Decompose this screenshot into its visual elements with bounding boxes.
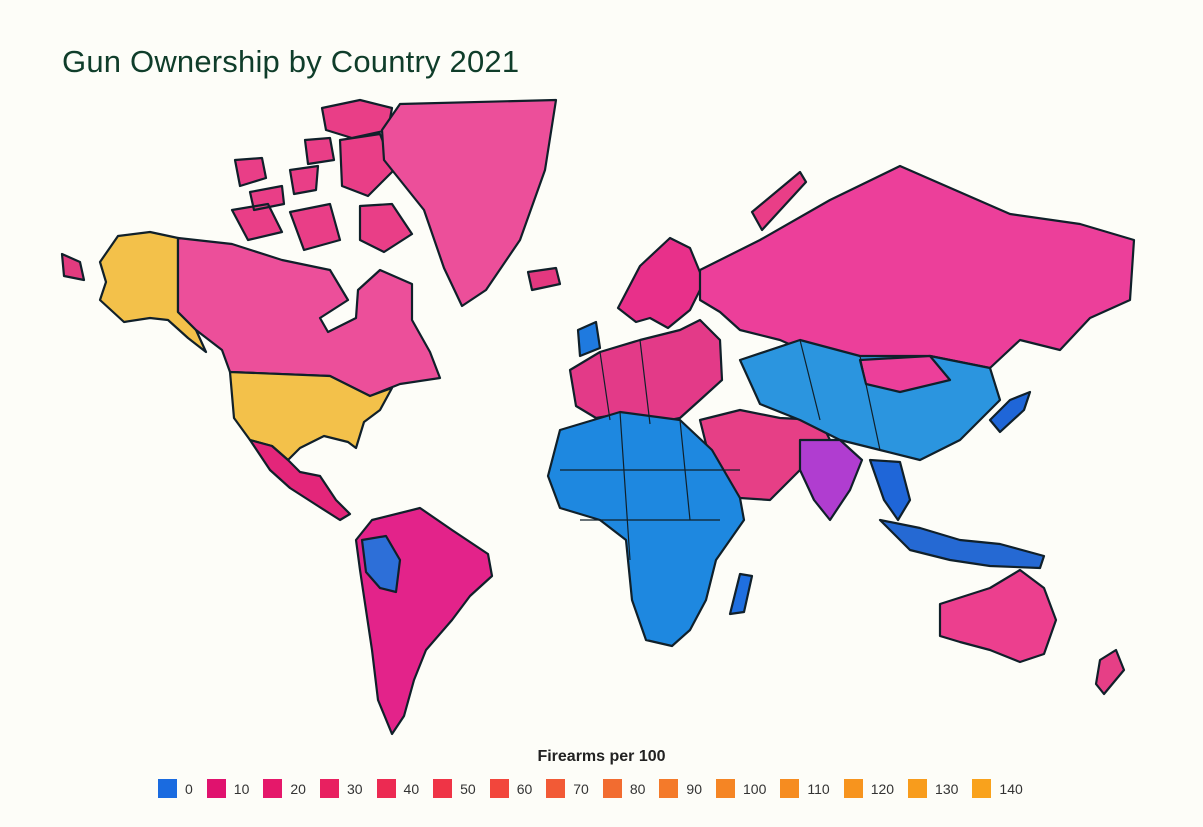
legend-item[interactable]: 140 xyxy=(972,779,1023,798)
legend-label: 60 xyxy=(516,780,533,797)
legend-swatch xyxy=(780,779,800,798)
arctic-islands[interactable] xyxy=(230,98,414,254)
region-new-zealand[interactable] xyxy=(1094,648,1126,696)
legend-swatch xyxy=(716,779,735,798)
legend-swatch xyxy=(489,779,509,798)
legend-item[interactable]: 70 xyxy=(546,779,589,798)
legend-swatch xyxy=(433,779,453,798)
legend-item[interactable]: 60 xyxy=(489,779,533,798)
region-india[interactable] xyxy=(798,438,864,522)
legend-label: 30 xyxy=(346,780,363,797)
region-russia[interactable] xyxy=(698,164,1136,372)
region-aleutians[interactable] xyxy=(60,252,86,282)
region-madagascar[interactable] xyxy=(728,572,754,616)
legend-title: Firearms per 100 xyxy=(537,748,666,765)
legend-swatch xyxy=(319,779,339,798)
region-mexico[interactable] xyxy=(248,438,352,522)
legend-item[interactable]: 110 xyxy=(780,779,830,798)
region-iceland[interactable] xyxy=(526,266,562,292)
legend-item[interactable]: 120 xyxy=(843,779,895,798)
legend-swatch xyxy=(158,779,177,798)
region-greenland[interactable] xyxy=(380,98,558,308)
legend-item[interactable]: 10 xyxy=(206,779,250,798)
region-indonesia[interactable] xyxy=(878,518,1046,570)
legend-swatch xyxy=(546,779,566,798)
region-japan[interactable] xyxy=(988,390,1032,434)
legend-label: 120 xyxy=(870,780,895,797)
legend-swatch xyxy=(659,779,679,798)
region-alaska[interactable] xyxy=(98,230,208,354)
country-borders xyxy=(560,339,881,561)
legend-item[interactable]: 0 xyxy=(158,779,193,798)
region-scandinavia[interactable] xyxy=(616,236,706,330)
region-uk[interactable] xyxy=(576,320,602,358)
legend-swatch xyxy=(843,779,863,798)
legend-label: 70 xyxy=(573,780,589,797)
legend-item[interactable]: 130 xyxy=(908,779,958,798)
region-se-asia[interactable] xyxy=(868,458,912,522)
legend-swatch xyxy=(602,779,622,798)
legend-item[interactable]: 40 xyxy=(376,779,420,798)
legend-item[interactable]: 50 xyxy=(433,779,476,798)
legend-label: 40 xyxy=(403,780,420,797)
legend-label: 100 xyxy=(743,780,767,797)
legend-item[interactable]: 80 xyxy=(602,779,646,798)
legend-label: 110 xyxy=(807,780,830,797)
legend-item[interactable]: 30 xyxy=(319,779,363,798)
region-canada-islands xyxy=(230,98,414,254)
legend-label: 10 xyxy=(233,780,250,797)
legend-item[interactable]: 90 xyxy=(659,779,702,798)
legend-label: 80 xyxy=(629,780,646,797)
legend-swatch xyxy=(908,779,928,798)
legend-swatch xyxy=(376,779,396,798)
legend-swatch xyxy=(206,779,226,798)
legend-label: 90 xyxy=(686,780,702,797)
legend-label: 0 xyxy=(185,780,193,797)
legend-item[interactable]: 20 xyxy=(263,779,306,798)
region-australia[interactable] xyxy=(938,568,1058,664)
region-andes[interactable] xyxy=(360,534,402,594)
region-canada[interactable] xyxy=(176,236,442,398)
legend-item[interactable]: 100 xyxy=(716,779,766,798)
region-novaya-zemlya[interactable] xyxy=(750,170,808,232)
legend-label: 20 xyxy=(290,780,306,797)
legend-label: 140 xyxy=(999,780,1023,797)
legend-swatch xyxy=(972,779,992,798)
legend-swatch xyxy=(263,779,283,798)
legend: 0 10 20 30 40 50 60 70 80 90 100 110 120 130 140 xyxy=(158,779,1037,798)
legend-label: 130 xyxy=(935,780,959,797)
map-title: Gun Ownership by Country 2021 xyxy=(62,44,520,79)
legend-label: 50 xyxy=(460,780,476,797)
